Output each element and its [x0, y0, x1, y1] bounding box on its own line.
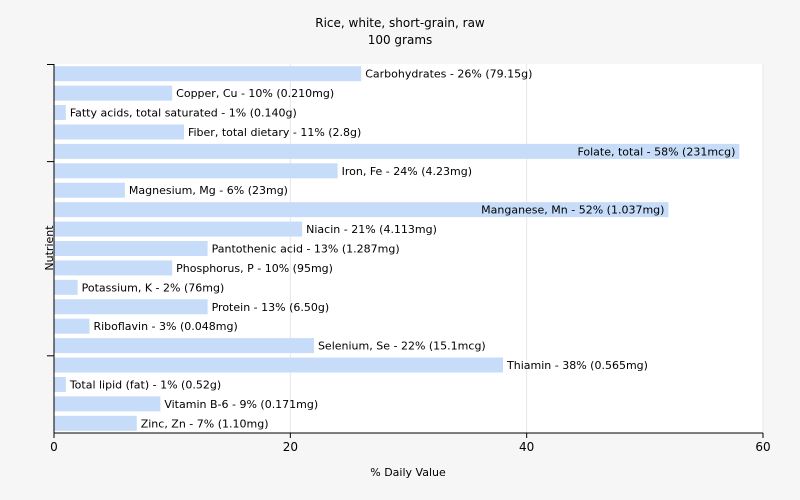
- bar-label: Pantothenic acid - 13% (1.287mg): [212, 243, 400, 256]
- chart-title: Rice, white, short-grain, raw: [315, 16, 485, 30]
- bar: [54, 376, 66, 392]
- bar: [54, 66, 362, 82]
- bar: [54, 318, 90, 334]
- bar: [54, 124, 184, 140]
- bar: [54, 105, 66, 121]
- bar-label: Fatty acids, total saturated - 1% (0.140…: [70, 107, 297, 120]
- bar-label: Folate, total - 58% (231mcg): [577, 145, 735, 158]
- bar-label: Iron, Fe - 24% (4.23mg): [342, 165, 472, 178]
- bar-label: Riboflavin - 3% (0.048mg): [93, 320, 237, 333]
- bar: [54, 182, 125, 198]
- bar: [54, 260, 173, 276]
- x-tick-label: 20: [283, 440, 298, 454]
- bar-label: Phosphorus, P - 10% (95mg): [176, 262, 333, 275]
- x-tick-label: 60: [755, 440, 770, 454]
- x-axis-label: % Daily Value: [370, 466, 446, 479]
- bar: [54, 396, 161, 412]
- bar: [54, 202, 669, 218]
- bar: [54, 357, 504, 373]
- bar-label: Vitamin B-6 - 9% (0.171mg): [164, 398, 318, 411]
- bar-label: Copper, Cu - 10% (0.210mg): [176, 87, 334, 100]
- bar: [54, 143, 740, 159]
- bar-label: Protein - 13% (6.50g): [212, 301, 330, 314]
- bar: [54, 241, 208, 256]
- bar: [54, 299, 208, 315]
- bar: [54, 338, 314, 354]
- x-tick-label: 0: [50, 440, 58, 454]
- bar-label: Total lipid (fat) - 1% (0.52g): [69, 378, 221, 391]
- bar-label: Fiber, total dietary - 11% (2.8g): [188, 126, 361, 139]
- bar-label: Manganese, Mn - 52% (1.037mg): [481, 204, 664, 217]
- bar-label: Thiamin - 38% (0.565mg): [506, 359, 648, 372]
- chart-subtitle: 100 grams: [367, 33, 433, 47]
- bar: [54, 85, 173, 101]
- bar: [54, 163, 338, 179]
- bar-label: Magnesium, Mg - 6% (23mg): [129, 184, 288, 197]
- bar-label: Carbohydrates - 26% (79.15g): [365, 68, 532, 81]
- bar-label: Selenium, Se - 22% (15.1mcg): [318, 340, 486, 353]
- x-tick-label: 40: [519, 440, 534, 454]
- bar-label: Potassium, K - 2% (76mg): [82, 281, 225, 294]
- bar-label: Zinc, Zn - 7% (1.10mg): [141, 417, 269, 430]
- bar: [54, 415, 137, 431]
- bar: [54, 279, 78, 295]
- bar: [54, 221, 303, 237]
- bar-label: Niacin - 21% (4.113mg): [306, 223, 437, 236]
